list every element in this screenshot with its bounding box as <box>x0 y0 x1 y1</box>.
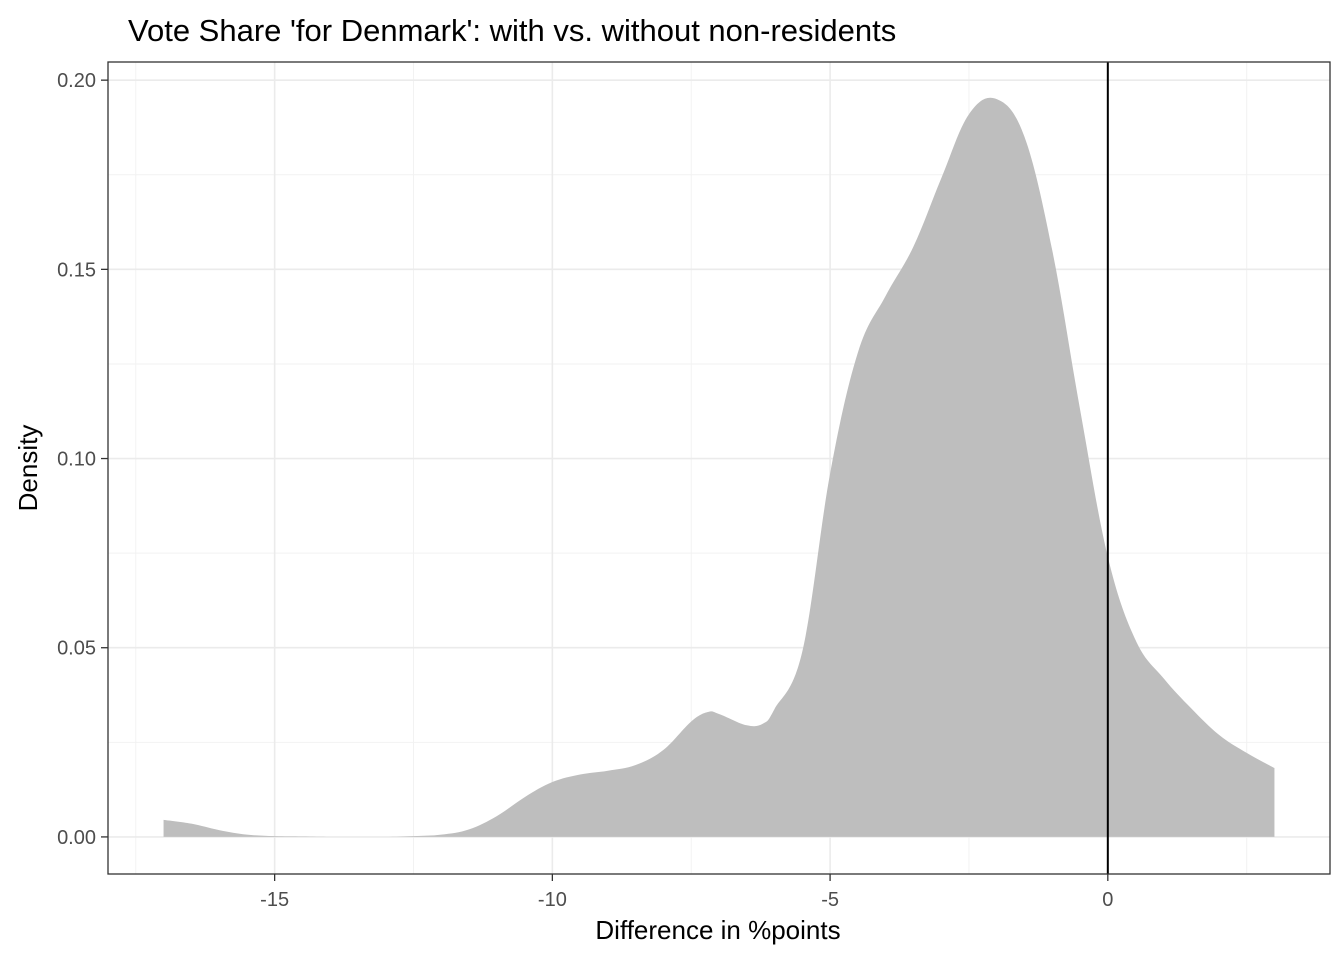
y-axis: 0.00 0.05 0.10 0.15 0.20 <box>57 70 108 849</box>
x-axis-title: Difference in %points <box>595 915 840 945</box>
y-tick-label: 0.00 <box>57 827 96 849</box>
x-tick-label: -5 <box>821 889 839 911</box>
x-tick-label: -10 <box>538 889 567 911</box>
y-tick-label: 0.15 <box>57 259 96 281</box>
x-tick-label: 0 <box>1102 889 1113 911</box>
chart-title: Vote Share 'for Denmark': with vs. witho… <box>128 13 896 48</box>
y-tick-label: 0.10 <box>57 449 96 471</box>
y-axis-title: Density <box>13 425 43 512</box>
density-area <box>163 97 1275 837</box>
x-axis: -15 -10 -5 0 <box>260 874 1113 911</box>
y-tick-label: 0.20 <box>57 70 96 92</box>
panel-border <box>107 61 1331 875</box>
y-tick-label: 0.05 <box>57 638 96 660</box>
x-tick-label: -15 <box>260 889 289 911</box>
